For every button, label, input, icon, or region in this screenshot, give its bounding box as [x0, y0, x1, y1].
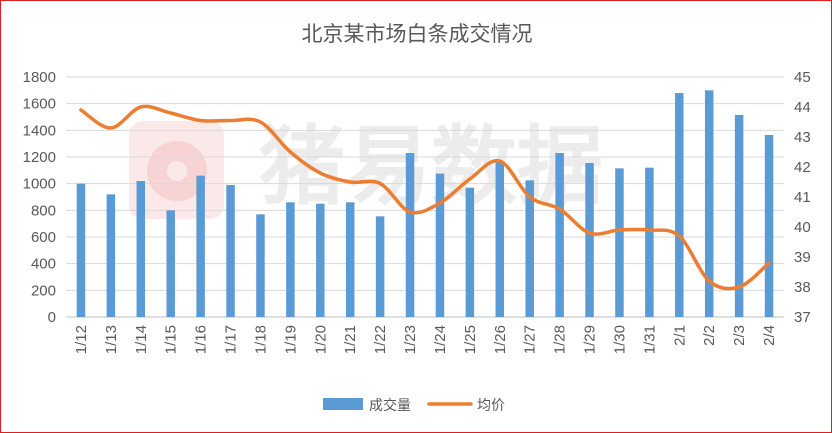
y-right-tick-label: 39 — [794, 249, 811, 266]
x-tick-label: 2/1 — [671, 325, 688, 346]
bar — [764, 135, 774, 317]
x-tick-label: 1/16 — [193, 325, 210, 354]
y-right-tick-label: 44 — [794, 99, 811, 116]
y-left-tick-label: 400 — [31, 256, 56, 273]
x-tick-label: 1/24 — [432, 325, 449, 354]
bar — [555, 153, 564, 317]
y-right-tick-label: 41 — [794, 189, 811, 206]
bar — [76, 183, 86, 317]
bar — [734, 115, 744, 317]
y-right-tick-label: 38 — [794, 279, 811, 296]
bar — [465, 187, 475, 317]
x-tick-label: 1/28 — [552, 325, 569, 354]
x-tick-label: 1/19 — [282, 325, 299, 354]
y-right-tick-label: 45 — [794, 69, 811, 86]
y-left-tick-label: 800 — [31, 202, 56, 219]
legend-line-label: 均价 — [477, 398, 505, 414]
y-left-tick-label: 1400 — [23, 122, 56, 139]
bar — [196, 175, 205, 317]
y-axis-left: 0 200 400 600 800 1000 1200 1400 1600 1800 — [23, 69, 56, 326]
chart-title: 北京某市场白条成交情况 — [302, 22, 533, 46]
x-tick-label: 1/29 — [582, 325, 599, 354]
bar — [585, 163, 594, 317]
y-right-tick-label: 37 — [794, 309, 811, 326]
bar — [286, 202, 295, 317]
x-tick-label: 2/4 — [761, 325, 778, 346]
y-right-tick-label: 42 — [794, 159, 811, 176]
bar — [316, 203, 325, 317]
y-left-tick-label: 1800 — [23, 69, 56, 86]
x-tick-label: 1/31 — [641, 325, 658, 354]
bar-series — [76, 90, 774, 317]
y-left-tick-label: 200 — [31, 282, 56, 299]
y-left-tick-label: 600 — [31, 229, 56, 246]
x-tick-label: 1/14 — [133, 325, 150, 354]
y-right-tick-label: 40 — [794, 219, 811, 236]
y-left-tick-label: 1200 — [23, 149, 56, 166]
bar — [136, 181, 146, 317]
bar — [256, 214, 265, 317]
x-tick-label: 1/22 — [372, 325, 389, 354]
y-left-tick-label: 0 — [48, 309, 56, 326]
legend: 成交量 均价 — [323, 397, 505, 414]
x-tick-label: 1/17 — [223, 325, 240, 354]
bar — [704, 90, 714, 317]
y-left-tick-label: 1600 — [23, 96, 56, 113]
bar — [106, 194, 116, 317]
watermark-logo-dot — [167, 161, 187, 181]
bar — [495, 162, 505, 317]
price-line — [79, 104, 771, 291]
bar — [645, 167, 654, 317]
bar — [615, 168, 624, 317]
x-tick-label: 2/3 — [731, 325, 748, 346]
x-tick-label: 1/26 — [492, 325, 509, 354]
x-tick-label: 1/23 — [402, 325, 419, 354]
bar — [435, 173, 445, 317]
x-tick-label: 1/20 — [312, 325, 329, 354]
bar — [675, 93, 684, 317]
x-tick-label: 1/13 — [103, 325, 120, 354]
x-axis: 1/12 1/13 1/14 1/15 1/16 1/17 1/18 1/19 1/20 1/21… — [73, 325, 778, 354]
x-tick-label: 1/18 — [252, 325, 269, 354]
bar — [226, 185, 235, 317]
legend-bar-label: 成交量 — [369, 397, 411, 414]
x-tick-label: 1/30 — [611, 325, 628, 354]
x-tick-label: 1/15 — [163, 325, 180, 354]
bar — [405, 153, 415, 317]
x-tick-label: 1/27 — [522, 325, 539, 354]
x-tick-label: 1/21 — [342, 325, 359, 354]
watermark: 猪易数据 — [129, 117, 603, 219]
bar — [345, 202, 355, 317]
watermark-text: 猪易数据 — [259, 117, 603, 217]
legend-bar-swatch — [323, 398, 363, 410]
x-tick-label: 1/25 — [462, 325, 479, 354]
bar — [525, 180, 534, 317]
bar — [166, 210, 175, 317]
x-tick-label: 2/2 — [701, 325, 718, 346]
y-axis-right: 37 38 39 40 41 42 43 44 45 — [794, 69, 811, 326]
bar — [375, 216, 385, 317]
x-tick-label: 1/12 — [73, 325, 90, 354]
y-left-tick-label: 1000 — [23, 176, 56, 193]
y-right-tick-label: 43 — [794, 129, 811, 146]
